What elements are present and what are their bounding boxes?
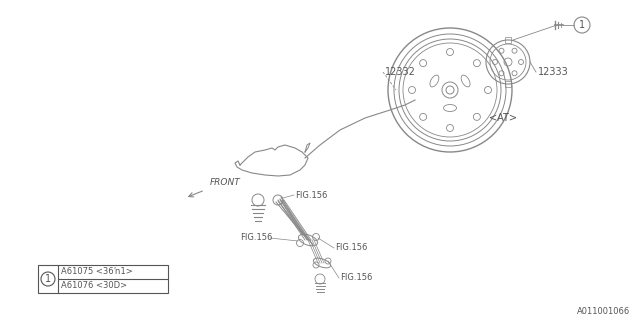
Text: A011001066: A011001066 <box>577 308 630 316</box>
Bar <box>505 81 511 87</box>
Bar <box>38 265 168 293</box>
Text: FIG.156: FIG.156 <box>295 190 328 199</box>
Text: 12332: 12332 <box>385 67 416 77</box>
Text: 1: 1 <box>45 274 51 284</box>
Text: A61075 <36ŉ1>: A61075 <36ŉ1> <box>61 268 132 276</box>
Bar <box>505 37 511 43</box>
Text: A61076 <30D>: A61076 <30D> <box>61 282 127 291</box>
Text: FRONT: FRONT <box>210 178 241 187</box>
Text: <AT>: <AT> <box>489 113 517 123</box>
Text: 1: 1 <box>579 20 585 30</box>
Text: 12333: 12333 <box>538 67 569 77</box>
Text: FIG.156: FIG.156 <box>240 234 273 243</box>
Text: FIG.156: FIG.156 <box>340 274 372 283</box>
Text: FIG.156: FIG.156 <box>335 244 367 252</box>
